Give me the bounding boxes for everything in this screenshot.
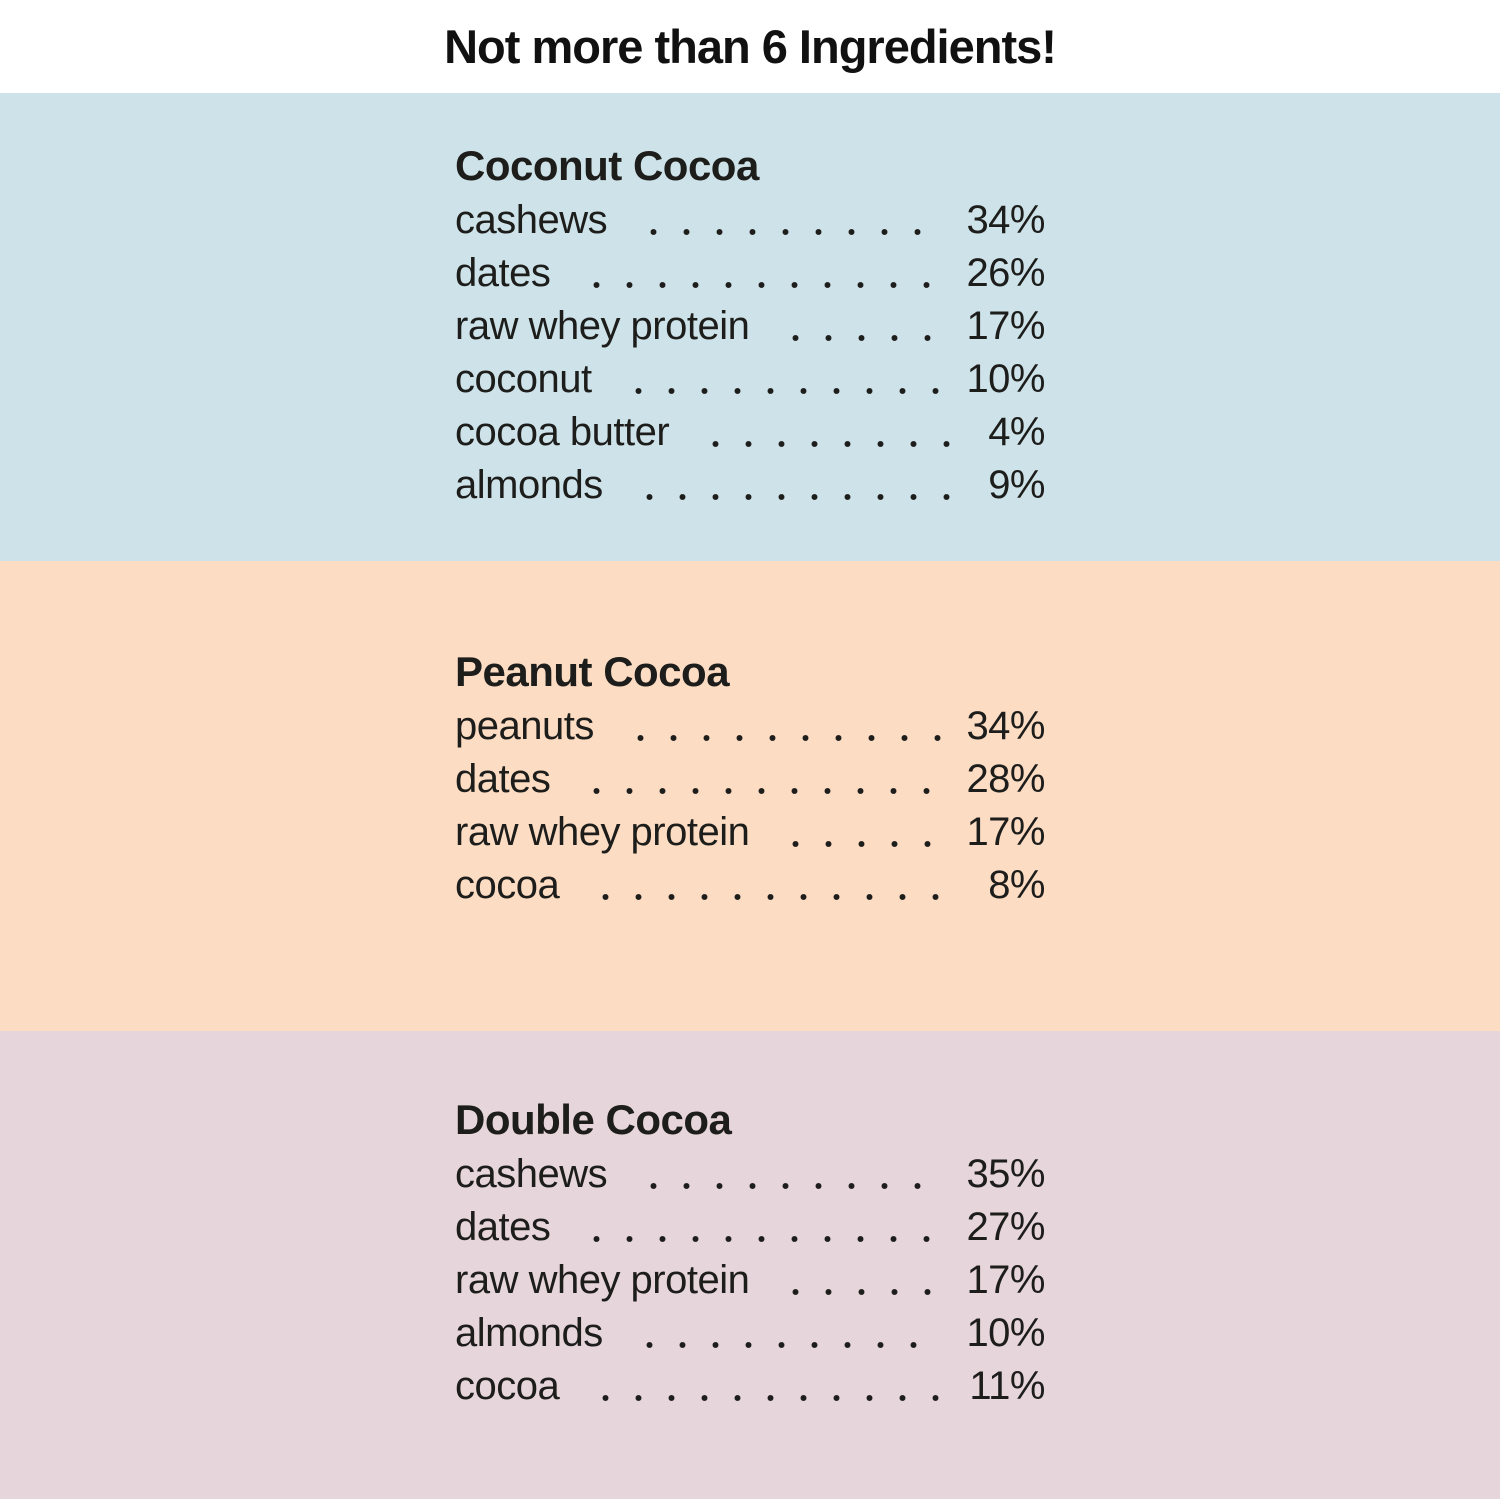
dotted-leader [621, 388, 943, 394]
page-title: Not more than 6 Ingredients! [444, 20, 1057, 73]
ingredient-value: 34% [966, 704, 1045, 748]
dotted-leader [589, 894, 965, 900]
ingredient-row: dates 28% [455, 753, 1045, 806]
ingredient-value: 35% [966, 1152, 1045, 1196]
section-peanut-cocoa: Peanut Cocoa peanuts 34% dates 28% raw w… [0, 561, 1500, 1031]
dotted-leader [779, 841, 943, 847]
dotted-leader [589, 1395, 946, 1401]
section-coconut-cocoa: Coconut Cocoa cashews 34% dates 26% raw … [0, 93, 1500, 561]
title-bar: Not more than 6 Ingredients! [0, 0, 1500, 93]
ingredient-row: cocoa 11% [455, 1360, 1045, 1413]
section-heading: Double Cocoa [455, 1096, 732, 1143]
section-heading: Peanut Cocoa [455, 648, 730, 695]
ingredient-row: peanuts 34% [455, 700, 1045, 753]
ingredient-label: almonds [455, 463, 603, 507]
ingredient-label: cashews [455, 198, 608, 242]
dotted-leader [637, 1183, 943, 1189]
ingredient-row: cashews 35% [455, 1148, 1045, 1201]
ingredient-value: 28% [966, 757, 1045, 801]
ingredient-label: cocoa [455, 863, 560, 907]
ingredient-value: 9% [988, 463, 1045, 507]
ingredient-value: 8% [988, 863, 1045, 907]
ingredient-label: raw whey protein [455, 810, 750, 854]
dotted-leader [632, 494, 965, 500]
ingredient-row: cocoa 8% [455, 859, 1045, 912]
ingredient-row: raw whey protein 17% [455, 806, 1045, 859]
ingredient-label: dates [455, 757, 551, 801]
ingredient-row: raw whey protein 17% [455, 300, 1045, 353]
ingredient-row: coconut 10% [455, 353, 1045, 406]
ingredient-row: cocoa butter 4% [455, 406, 1045, 459]
ingredient-row: cashews 34% [455, 194, 1045, 247]
dotted-leader [637, 229, 943, 235]
ingredient-label: cashews [455, 1152, 608, 1196]
ingredient-row: almonds 9% [455, 459, 1045, 512]
dotted-leader [632, 1342, 943, 1348]
dotted-leader [779, 1289, 943, 1295]
dotted-leader [580, 788, 943, 794]
ingredient-value: 17% [966, 1258, 1045, 1302]
ingredient-label: dates [455, 1205, 551, 1249]
ingredient-label: peanuts [455, 704, 594, 748]
ingredient-value: 27% [966, 1205, 1045, 1249]
dotted-leader [779, 335, 943, 341]
ingredient-label: coconut [455, 357, 592, 401]
ingredient-value: 26% [966, 251, 1045, 295]
ingredient-row: almonds 10% [455, 1307, 1045, 1360]
ingredient-value: 17% [966, 304, 1045, 348]
ingredient-label: cocoa butter [455, 410, 670, 454]
ingredient-label: cocoa [455, 1364, 560, 1408]
dotted-leader [623, 735, 943, 741]
dotted-leader [580, 282, 943, 288]
ingredient-value: 11% [969, 1364, 1045, 1408]
ingredient-value: 17% [966, 810, 1045, 854]
ingredient-value: 10% [966, 1311, 1045, 1355]
dotted-leader [699, 441, 965, 447]
section-double-cocoa: Double Cocoa cashews 35% dates 27% raw w… [0, 1031, 1500, 1499]
ingredient-label: raw whey protein [455, 1258, 750, 1302]
ingredient-row: dates 27% [455, 1201, 1045, 1254]
dotted-leader [580, 1236, 943, 1242]
ingredient-label: dates [455, 251, 551, 295]
ingredient-value: 34% [966, 198, 1045, 242]
ingredient-label: almonds [455, 1311, 603, 1355]
section-heading: Coconut Cocoa [455, 142, 759, 189]
ingredient-value: 4% [988, 410, 1045, 454]
ingredient-value: 10% [966, 357, 1045, 401]
ingredient-row: raw whey protein 17% [455, 1254, 1045, 1307]
ingredient-label: raw whey protein [455, 304, 750, 348]
ingredient-row: dates 26% [455, 247, 1045, 300]
